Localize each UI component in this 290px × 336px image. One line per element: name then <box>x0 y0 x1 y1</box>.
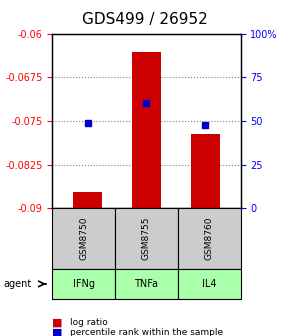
Bar <box>191 134 220 208</box>
Text: IL4: IL4 <box>202 279 217 289</box>
Text: GDS499 / 26952: GDS499 / 26952 <box>82 12 208 27</box>
Text: TNFa: TNFa <box>135 279 158 289</box>
Text: GSM8755: GSM8755 <box>142 217 151 260</box>
Text: agent: agent <box>3 279 31 289</box>
Bar <box>73 192 102 208</box>
Text: ■: ■ <box>52 318 63 328</box>
Text: log ratio: log ratio <box>70 318 107 327</box>
Text: GSM8750: GSM8750 <box>79 217 88 260</box>
Text: ■: ■ <box>52 328 63 336</box>
Text: IFNg: IFNg <box>72 279 95 289</box>
Text: GSM8760: GSM8760 <box>205 217 214 260</box>
Bar <box>132 52 161 208</box>
Text: percentile rank within the sample: percentile rank within the sample <box>70 328 223 336</box>
